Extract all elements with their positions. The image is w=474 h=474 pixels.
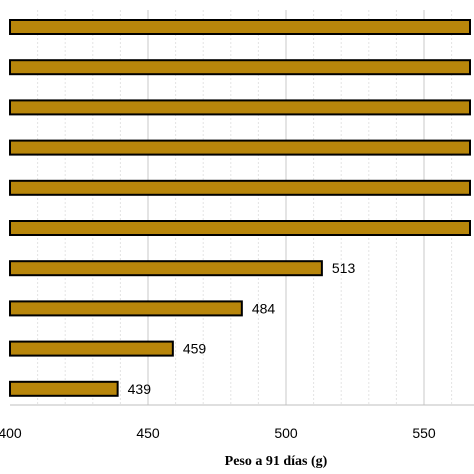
data-label: 459 xyxy=(183,341,207,357)
x-tick-label: 550 xyxy=(412,425,436,441)
gridlines xyxy=(37,10,453,405)
bar xyxy=(9,260,323,277)
x-tick-labels: 400450500550600650700 xyxy=(0,425,436,441)
x-tick-label: 500 xyxy=(274,425,298,441)
bar xyxy=(9,99,471,116)
x-tick-label: 450 xyxy=(136,425,160,441)
bar xyxy=(9,139,471,156)
data-label: 513 xyxy=(332,260,356,276)
data-labels: 651619612594589513484459439 xyxy=(128,260,356,397)
bar xyxy=(9,19,471,35)
data-label: 439 xyxy=(128,381,152,397)
data-label: 484 xyxy=(252,300,276,316)
x-tick-label: 400 xyxy=(0,425,22,441)
bars xyxy=(9,19,471,397)
x-axis-title: Peso a 91 días (g) xyxy=(225,454,328,469)
bar xyxy=(9,59,471,76)
bar xyxy=(9,220,471,236)
bar xyxy=(9,380,119,397)
bar xyxy=(9,340,174,357)
bar xyxy=(9,179,471,196)
bar xyxy=(9,300,243,317)
